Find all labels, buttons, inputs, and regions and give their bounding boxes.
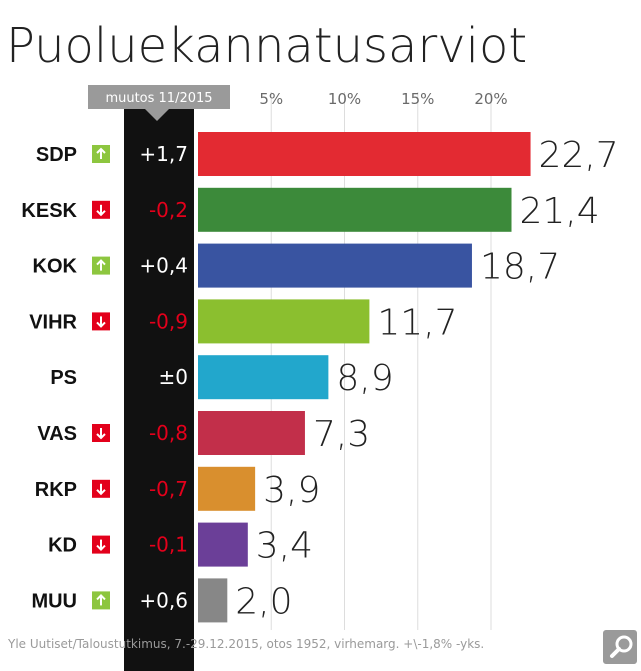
value-label: 8,9: [336, 358, 393, 399]
change-label: ±0: [159, 365, 188, 389]
bar: [198, 578, 228, 623]
party-label: RKP: [35, 479, 77, 501]
value-label: 22,7: [539, 135, 619, 176]
arrow-down-icon: [92, 424, 110, 442]
value-label: 7,3: [313, 414, 370, 455]
bar: [198, 355, 329, 400]
change-label: -0,8: [149, 421, 188, 445]
bar: [198, 299, 370, 344]
arrow-up-icon: [92, 591, 110, 610]
party-row: KD -0,1 3,4: [48, 522, 313, 567]
bar: [198, 132, 531, 176]
arrow-down-icon: [92, 200, 110, 219]
party-label: KOK: [33, 256, 78, 278]
bar: [198, 187, 512, 232]
change-label: +0,6: [139, 588, 188, 612]
change-header-pointer: [145, 109, 169, 121]
arrow-down-icon: [92, 312, 110, 331]
x-tick-label: 10%: [328, 90, 361, 108]
change-column: muutos 11/2015: [88, 85, 230, 671]
change-label: -0,9: [149, 309, 188, 333]
party-row: KOK +0,4 18,7: [33, 243, 560, 288]
search-icon[interactable]: [610, 635, 633, 658]
party-row: VIHR -0,9 11,7: [29, 299, 458, 344]
party-row: RKP -0,7 3,9: [35, 466, 320, 511]
arrow-down-icon: [92, 535, 110, 554]
arrow-up-icon: [92, 145, 110, 163]
party-row: KESK -0,2 21,4: [21, 187, 600, 232]
bar: [198, 411, 305, 455]
bar: [198, 466, 256, 511]
party-label: SDP: [36, 144, 77, 166]
party-label: VIHR: [29, 311, 77, 333]
party-label: PS: [50, 367, 77, 389]
party-label: VAS: [37, 423, 77, 445]
value-label: 2,0: [235, 581, 292, 622]
bar-rows: SDP +1,7 22,7 KESK -0,2 21,4 KOK +0,4 18,7 VIHR -0…: [21, 132, 619, 623]
party-row: MUU +0,6 2,0: [31, 578, 293, 623]
bar: [198, 243, 472, 288]
value-label: 11,7: [377, 302, 457, 343]
change-header-label: muutos 11/2015: [105, 91, 212, 106]
x-tick-label: 5%: [259, 90, 283, 108]
value-label: 21,4: [520, 191, 600, 232]
bar: [198, 522, 248, 567]
x-tick-label: 15%: [401, 90, 434, 108]
value-label: 3,9: [263, 470, 320, 511]
party-label: MUU: [31, 590, 77, 612]
change-column-background: [124, 108, 194, 671]
party-row: PS ±0 8,9: [50, 355, 394, 400]
party-row: SDP +1,7 22,7: [36, 132, 619, 176]
arrow-up-icon: [92, 256, 110, 275]
chart-title: Puoluekannatusarviot: [6, 18, 527, 74]
change-header-background: [88, 85, 230, 109]
change-label: +0,4: [139, 254, 188, 278]
search-button[interactable]: [603, 630, 637, 664]
party-label: KESK: [21, 200, 77, 222]
change-label: -0,2: [149, 198, 188, 222]
change-label: +1,7: [139, 142, 188, 166]
party-label: KD: [48, 535, 77, 557]
value-label: 18,7: [480, 247, 560, 288]
change-label: -0,7: [149, 477, 188, 501]
x-axis-ticks: 5% 10% 15% 20%: [259, 90, 507, 108]
source-note: Yle Uutiset/Taloustutkimus, 7.-29.12.201…: [7, 637, 484, 651]
value-label: 3,4: [256, 526, 313, 567]
x-tick-label: 20%: [474, 90, 507, 108]
arrow-down-icon: [92, 479, 110, 498]
party-row: VAS -0,8 7,3: [37, 411, 370, 455]
change-label: -0,1: [149, 533, 188, 557]
